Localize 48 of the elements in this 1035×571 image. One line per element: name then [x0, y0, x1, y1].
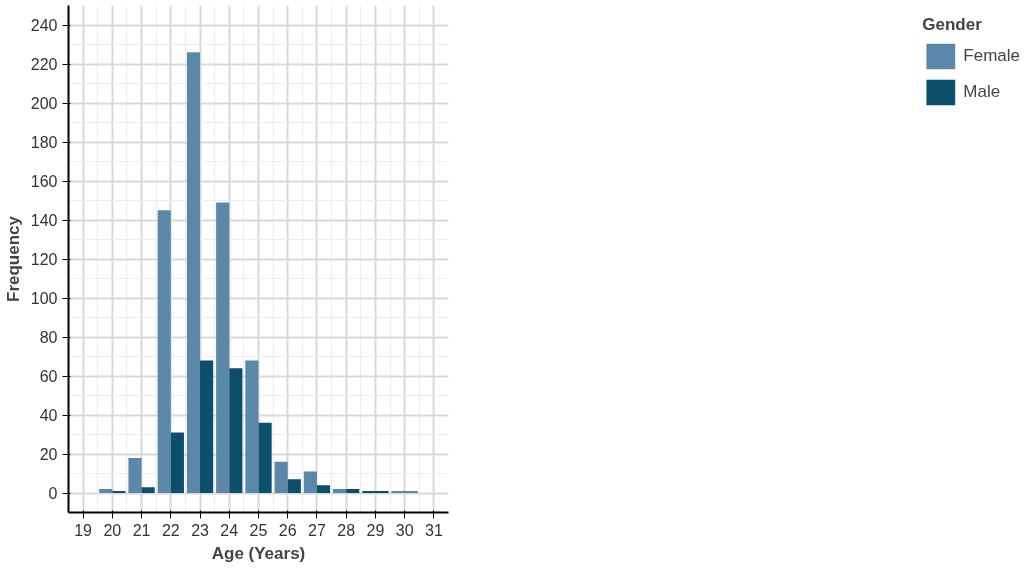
- x-tick-label: 28: [337, 521, 356, 539]
- x-tick-label: 21: [132, 521, 151, 539]
- y-tick-label: 100: [30, 290, 58, 307]
- bar: [316, 485, 331, 493]
- bar: [99, 489, 113, 493]
- x-tick-label: 23: [191, 521, 210, 539]
- x-tick-label: 25: [249, 521, 268, 539]
- bar: [157, 210, 171, 493]
- y-tick-label: 0: [48, 485, 58, 502]
- x-tick-label: 31: [424, 521, 443, 539]
- legend-title: Gender: [922, 15, 983, 35]
- x-tick-label: 26: [278, 521, 297, 539]
- bar: [258, 422, 272, 493]
- y-tick-label: 180: [30, 134, 58, 151]
- y-tick-label: 140: [30, 212, 58, 229]
- bar: [141, 487, 155, 493]
- bar: [346, 489, 360, 493]
- y-tick-label: 40: [39, 407, 58, 424]
- x-tick-label: 22: [161, 521, 180, 539]
- x-axis-title: Age (Years): [211, 543, 306, 563]
- x-tick-label: 24: [220, 521, 239, 539]
- bar: [303, 471, 317, 493]
- bar: [200, 360, 214, 493]
- y-tick-label: 120: [30, 251, 58, 268]
- bar: [170, 432, 184, 493]
- bar: [287, 479, 301, 493]
- x-tick-label: 29: [366, 521, 385, 539]
- bar: [128, 457, 142, 493]
- x-tick-label: 19: [74, 521, 93, 539]
- bar: [274, 461, 288, 493]
- y-tick-label: 60: [39, 368, 58, 385]
- x-tick-label: 20: [103, 521, 122, 539]
- y-tick-label: 220: [30, 56, 58, 73]
- y-axis-title: Frequency: [3, 215, 23, 302]
- x-tick-label: 27: [308, 521, 326, 539]
- bar: [229, 368, 243, 493]
- y-tick-label: 160: [30, 173, 58, 190]
- bar: [245, 360, 259, 493]
- bar: [333, 489, 347, 493]
- bar: [216, 202, 230, 493]
- y-tick-label: 200: [30, 95, 58, 112]
- x-tick-label: 30: [395, 521, 414, 539]
- y-tick-label: 80: [39, 329, 58, 346]
- legend-label: Male: [963, 82, 1001, 102]
- bar: [186, 52, 201, 493]
- y-tick-label: 240: [30, 17, 58, 34]
- legend-label: Female: [963, 46, 1020, 66]
- y-tick-label: 20: [39, 446, 58, 463]
